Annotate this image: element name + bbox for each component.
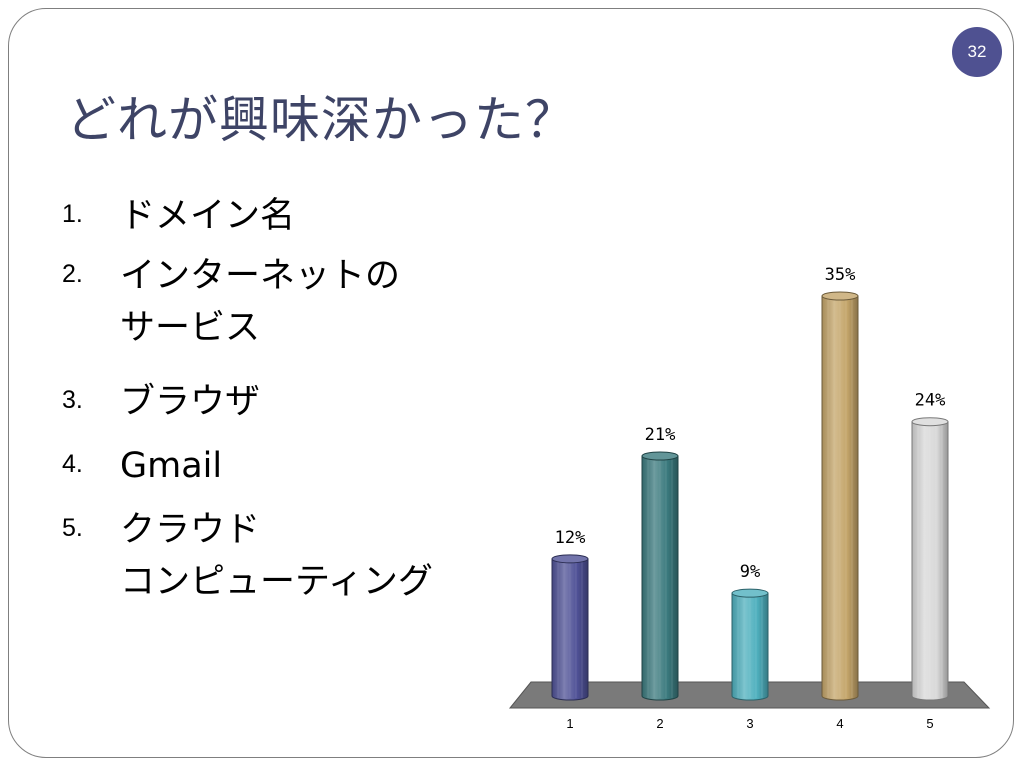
data-label: 35% — [825, 265, 856, 285]
bar-top-cap — [911, 417, 949, 427]
bar-top-cap — [641, 451, 679, 461]
x-tick-label: 3 — [746, 716, 753, 731]
list-item-number: 4. — [62, 450, 83, 478]
data-label: 12% — [555, 528, 586, 548]
list-item-label: インターネットの サービス — [120, 256, 401, 348]
x-tick-label: 4 — [836, 716, 843, 731]
bar-top-cap — [731, 588, 769, 598]
list-item: 4. Gmail — [62, 440, 222, 492]
x-tick-label: 1 — [566, 716, 573, 731]
list-item-label: ドメイン名 — [120, 196, 296, 236]
data-label: 9% — [740, 562, 760, 582]
list-item-label: ブラウザ — [120, 382, 261, 422]
slide-number: 32 — [967, 42, 987, 61]
list-item-label: Gmail — [120, 446, 223, 486]
list-item-number: 5. — [62, 514, 83, 542]
list-item-number: 3. — [62, 386, 83, 414]
bar-chart: 12% 1 21% 2 9% 3 35% 4 24% 5 — [508, 265, 991, 731]
list-item: 5. クラウド コンピューティング — [62, 504, 433, 608]
list-item: 2. インターネットの サービス — [62, 250, 400, 354]
list-item: 1. ドメイン名 — [62, 190, 295, 242]
list-item: 3. ブラウザ — [62, 376, 260, 428]
data-label: 24% — [915, 391, 946, 411]
list-item-number: 1. — [62, 200, 83, 228]
list-item-number: 2. — [62, 260, 83, 288]
bar-top-cap — [551, 554, 589, 564]
slide-number-badge: 32 — [952, 27, 1002, 77]
list-item-label: クラウド コンピューティング — [120, 510, 433, 602]
x-tick-label: 5 — [926, 716, 933, 731]
slide-title: どれが興味深かった？ — [66, 91, 576, 149]
bar-top-cap — [821, 291, 859, 301]
data-label: 21% — [645, 425, 676, 445]
x-tick-label: 2 — [656, 716, 663, 731]
